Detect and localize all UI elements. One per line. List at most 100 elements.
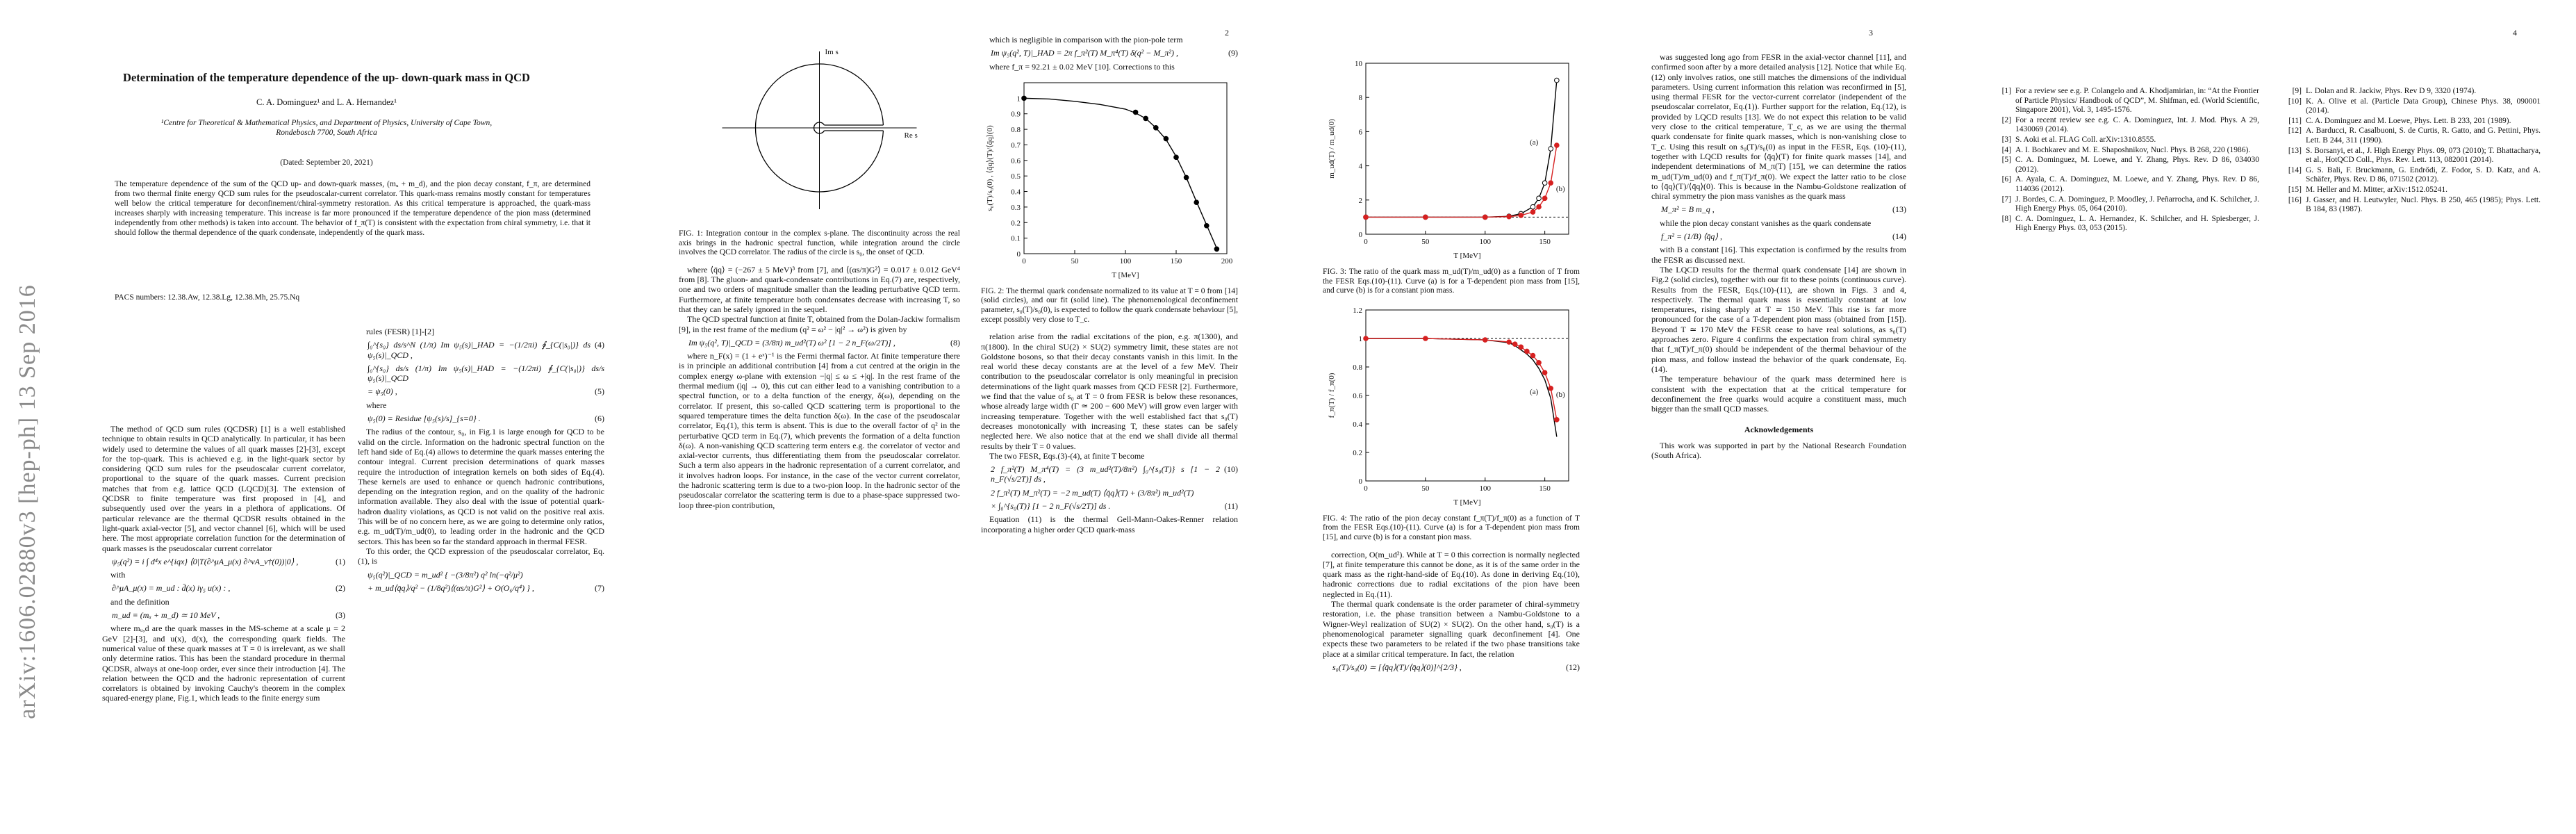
equation: + m_ud⟨q̄q⟩/q² − (1/8q²)⟨(αs/π)G²⟩ + O(O… bbox=[368, 583, 604, 593]
data-line bbox=[1366, 80, 1558, 218]
axis-label: Im s bbox=[825, 48, 839, 56]
data-point bbox=[1506, 213, 1512, 220]
reference-label: [4] bbox=[2001, 145, 2011, 154]
data-point bbox=[1554, 77, 1560, 83]
reference-text: S. Aoki et al. FLAG Coll. arXiv:1310.855… bbox=[2015, 135, 2156, 144]
reference-label: [2] bbox=[2001, 115, 2011, 124]
y-tick-label: 0.6 bbox=[1011, 157, 1021, 165]
equation: 2 f_π²(T) M_π²(T) = −2 m_ud(T) ⟨q̄q⟩(T) … bbox=[991, 488, 1238, 498]
affiliation: ¹Centre for Theoretical & Mathematical P… bbox=[160, 119, 493, 137]
equation: × ∫₀^{s₀(T)} [1 − 2 n_F(√s/2T)] ds . (11) bbox=[991, 501, 1238, 511]
paragraph: The thermal quark condensate is the orde… bbox=[1323, 599, 1580, 659]
paper-page: 3 0 50 100 150 0 2 4 6 8 10 T [MeV] m_ud(T) / m_ud(0… bbox=[1288, 0, 1932, 834]
y-tick-label: 4 bbox=[1359, 163, 1363, 171]
data-point bbox=[1542, 180, 1548, 186]
reference-text: K. A. Olive et al. (Particle Data Group)… bbox=[2306, 97, 2541, 115]
y-tick-label: 0.4 bbox=[1353, 420, 1362, 429]
y-tick-label: 0.9 bbox=[1011, 111, 1021, 119]
equation-body: Im ψ₅(q², T)|_HAD = 2π f_π²(T) M_π⁴(T) δ… bbox=[991, 48, 1178, 58]
data-point bbox=[1548, 385, 1554, 391]
equation-body: ∫₀^{s₀} ds/s (1/π) Im ψ₅(s)|_HAD = −(1/2… bbox=[368, 363, 604, 384]
curve-label: (b) bbox=[1556, 185, 1565, 193]
y-axis-label: s₀(T)/s₀(0) , ⟨q̄q⟩(T)/⟨q̄q⟩(0) bbox=[986, 125, 994, 211]
paragraph: The QCD spectral function at finite T, o… bbox=[679, 314, 960, 334]
y-tick-label: 0 bbox=[1359, 477, 1363, 486]
equation: ∂^μA_μ(x) = m_ud : d̄(x) iγ₅ u(x) : , (2) bbox=[112, 583, 345, 593]
reference-label: [9] bbox=[2292, 87, 2302, 95]
paper-title: Determination of the temperature depende… bbox=[123, 71, 530, 84]
paragraph: To this order, the QCD expression of the… bbox=[358, 546, 604, 566]
y-tick-label: 1.2 bbox=[1353, 306, 1362, 315]
data-point bbox=[1536, 204, 1542, 210]
chart: 0 50 100 150 0 0.2 0.4 0.6 0.8 1 1.2 T [MeV] f_π(T) … bbox=[1328, 306, 1569, 507]
y-tick-label: 0.8 bbox=[1353, 363, 1362, 372]
paragraph: while the pion decay constant vanishes a… bbox=[1660, 218, 1872, 228]
y-tick-label: 8 bbox=[1359, 94, 1363, 102]
reference-text: For a recent review see e.g. C. A. Domin… bbox=[2015, 115, 2259, 134]
data-point bbox=[1548, 180, 1554, 186]
text-column: [1] For a review see e.g. P. Colangelo an… bbox=[1993, 87, 2259, 831]
data-point bbox=[1518, 344, 1524, 350]
reference-text: A. I. Bochkarev and M. E. Shaposhnikov, … bbox=[2015, 145, 2251, 154]
paragraph: where ⟨q̄q⟩ = (−267 ± 5 MeV)³ from [7], … bbox=[679, 264, 960, 314]
data-line bbox=[1023, 97, 1218, 249]
page-number: 2 bbox=[1225, 28, 1229, 38]
equation-body: 2 f_π²(T) M_π²(T) = −2 m_ud(T) ⟨q̄q⟩(T) … bbox=[991, 487, 1194, 498]
reference-label: [14] bbox=[2288, 165, 2302, 174]
data-line bbox=[1366, 145, 1558, 218]
data-point bbox=[1554, 416, 1560, 423]
paragraph: The radius of the contour, s₀, in Fig.1 … bbox=[358, 427, 604, 546]
reference-label: [1] bbox=[2001, 87, 2011, 95]
equation-body: Im ψ₅(q², T)|_QCD = (3/8π) m_ud²(T) ω² [… bbox=[688, 337, 895, 348]
equation-number: (10) bbox=[1224, 464, 1238, 475]
reference: [1] For a review see e.g. P. Colangelo an… bbox=[1993, 87, 2259, 115]
equation: Im ψ₅(q², T)|_HAD = 2π f_π²(T) M_π⁴(T) δ… bbox=[991, 48, 1238, 58]
data-point bbox=[1423, 214, 1428, 220]
curve-label: (a) bbox=[1530, 388, 1539, 396]
data-point bbox=[1153, 124, 1159, 131]
plot-frame bbox=[1023, 82, 1228, 254]
paragraph: rules (FESR) [1]-[2] bbox=[366, 327, 434, 336]
equation-body: ∫₀^{s₀} ds/s^N (1/π) Im ψ₅(s)|_HAD = −(1… bbox=[368, 340, 591, 360]
data-point bbox=[1132, 109, 1139, 115]
data-point bbox=[1183, 174, 1189, 181]
data-point bbox=[1554, 142, 1560, 148]
reference: [9] L. Dolan and R. Jackiw, Phys. Rev D 9… bbox=[2284, 87, 2541, 97]
data-point bbox=[1143, 115, 1148, 122]
y-tick-label: 2 bbox=[1359, 197, 1363, 205]
x-axis-label: T [MeV] bbox=[1453, 498, 1480, 507]
figure-caption: FIG. 1: Integration contour in the compl… bbox=[679, 229, 960, 257]
authors: C. A. Dominguez¹ and L. A. Hernandez¹ bbox=[256, 97, 397, 107]
y-axis-label: f_π(T) / f_π(0) bbox=[1328, 373, 1336, 418]
reference-label: [13] bbox=[2288, 146, 2302, 155]
equation-number: (13) bbox=[1892, 204, 1906, 215]
figure-caption: FIG. 4: The ratio of the pion decay cons… bbox=[1323, 514, 1580, 541]
x-tick-label: 150 bbox=[1171, 257, 1182, 265]
reference: [8] C. A. Dominguez, L. A. Hernandez, K. … bbox=[1993, 215, 2259, 234]
data-point bbox=[1530, 209, 1536, 215]
text-column: Im s Re s FIG. 1: Integration contour in t… bbox=[679, 35, 960, 831]
y-tick-label: 0.6 bbox=[1353, 392, 1362, 400]
equation-body: f_π² = (1/B) ⟨q̄q⟩ , bbox=[1661, 231, 1723, 242]
equation: ∫₀^{s₀} ds/s (1/π) Im ψ₅(s)|_HAD = −(1/2… bbox=[368, 363, 604, 384]
data-point bbox=[1542, 370, 1548, 375]
data-point bbox=[1506, 339, 1512, 345]
figure: Im s Re s FIG. 1: Integration contour in t… bbox=[679, 39, 960, 258]
data-point bbox=[1214, 246, 1220, 252]
equation: 2 f_π²(T) M_π⁴(T) = (3 m_ud²(T)/8π²) ∫₀^… bbox=[991, 464, 1238, 484]
reference-label: [7] bbox=[2001, 195, 2011, 204]
reference-label: [12] bbox=[2288, 126, 2302, 136]
y-tick-label: 1 bbox=[1017, 95, 1021, 103]
reference: [5] C. A. Dominguez, M. Loewe, and Y. Zha… bbox=[1993, 156, 2259, 174]
y-tick-label: 0.2 bbox=[1353, 449, 1362, 457]
reference-text: For a review see e.g. P. Colangelo and A… bbox=[2015, 87, 2259, 115]
equation: f_π² = (1/B) ⟨q̄q⟩ , (14) bbox=[1661, 231, 1906, 241]
paragraph: The temperature behaviour of the quark m… bbox=[1651, 374, 1906, 414]
equation-number: (6) bbox=[595, 414, 604, 424]
data-point bbox=[1363, 335, 1369, 341]
y-tick-label: 0.7 bbox=[1011, 141, 1021, 149]
equation-body: × ∫₀^{s₀(T)} [1 − 2 n_F(√s/2T)] ds . bbox=[991, 501, 1111, 512]
data-point bbox=[1530, 204, 1536, 210]
